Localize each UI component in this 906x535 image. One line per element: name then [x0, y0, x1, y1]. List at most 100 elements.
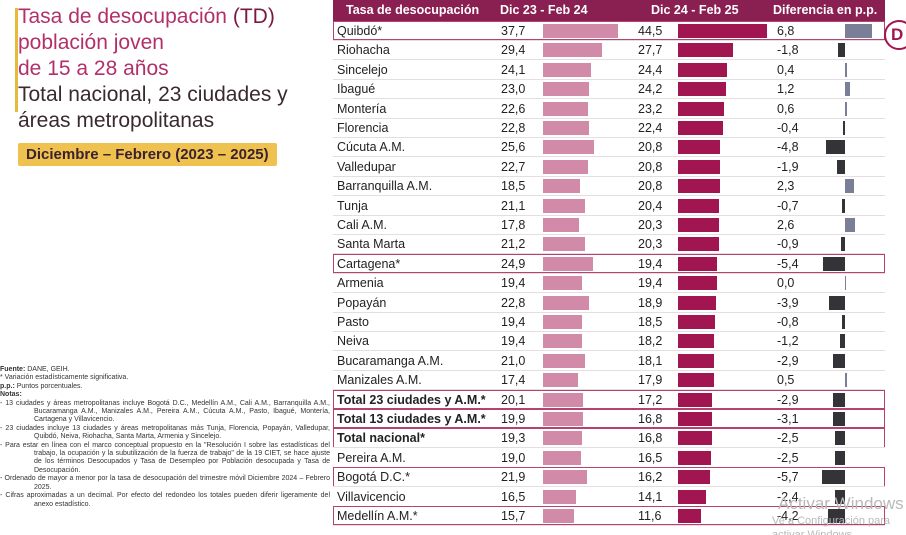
bar-period-1 [543, 489, 576, 504]
value-period-2: 23,2 [638, 101, 663, 116]
value-period-1: 22,6 [501, 101, 526, 116]
table-row: Neiva 19,4 18,2 -1,2 [333, 331, 885, 350]
bar-period-2 [678, 62, 727, 77]
table-row: Santa Marta 21,2 20,3 -0,9 [333, 234, 885, 253]
watermark-title: Activar Windows [778, 494, 904, 513]
value-period-1: 21,9 [501, 470, 526, 485]
row-name: Neiva [337, 334, 369, 349]
value-difference: 2,3 [777, 179, 795, 194]
bar-period-2 [678, 140, 720, 155]
value-difference: 0,4 [777, 62, 795, 77]
bar-period-1 [543, 295, 589, 310]
bar-period-2 [678, 43, 734, 58]
subtitle-line-2: áreas metropolitanas [18, 109, 215, 132]
value-difference: -2,5 [777, 450, 799, 465]
row-divider [333, 117, 885, 119]
row-name: Santa Marta [337, 237, 406, 252]
bar-difference [843, 121, 845, 135]
row-divider [333, 427, 885, 429]
bar-difference [845, 24, 873, 38]
bar-period-2 [678, 198, 719, 213]
value-difference: -0,8 [777, 315, 799, 329]
note-item: - 13 ciudades y áreas metropolitanas inc… [0, 399, 330, 424]
title-accent-bar [15, 8, 18, 112]
value-period-2: 18,2 [638, 334, 663, 349]
significance-note: * Variación estadísticamente significati… [0, 374, 129, 382]
value-period-2: 24,2 [638, 82, 663, 97]
table-row: Cali A.M. 17,8 20,3 2,6 [333, 215, 885, 234]
bar-period-1 [543, 237, 586, 252]
value-period-1: 18,5 [501, 179, 526, 194]
bar-difference [841, 315, 845, 329]
bar-difference [822, 470, 845, 485]
value-difference: -1,9 [777, 159, 799, 174]
bar-period-1 [543, 159, 589, 174]
row-name: Barranquilla A.M. [337, 179, 433, 194]
value-period-2: 19,4 [638, 256, 663, 271]
pp-label: p.p.: [0, 382, 15, 390]
watermark-subtitle: Ve a Configuración para activar Windows. [772, 515, 891, 535]
value-period-2: 16,2 [638, 470, 663, 485]
value-difference: -2,9 [777, 353, 799, 368]
row-name: Manizales A.M. [337, 373, 422, 388]
row-name: Cali A.M. [337, 218, 388, 232]
bar-period-2 [678, 412, 712, 426]
note-item: - Para estar en línea con el marco conce… [0, 441, 330, 474]
table-row: Pasto 19,4 18,5 -0,8 [333, 312, 885, 331]
bar-period-2 [678, 218, 719, 232]
table-row: Montería 22,6 23,2 0,6 [333, 99, 885, 118]
bar-period-1 [543, 140, 595, 155]
row-divider [333, 59, 885, 61]
value-difference: -3,1 [777, 412, 799, 426]
row-divider [333, 524, 885, 526]
bar-period-1 [543, 334, 582, 349]
bar-period-2 [678, 256, 717, 271]
row-divider [333, 311, 885, 313]
row-name: Pereira A.M. [337, 450, 406, 465]
row-divider [333, 195, 885, 197]
table-row: Cúcuta A.M. 25,6 20,8 -4,8 [333, 137, 885, 156]
value-period-2: 17,9 [638, 373, 663, 388]
value-period-2: 16,8 [638, 431, 663, 446]
row-divider [333, 447, 885, 449]
row-name: Riohacha [337, 43, 390, 58]
value-period-2: 24,4 [638, 62, 663, 77]
table-row: Manizales A.M. 17,4 17,9 0,5 [333, 370, 885, 389]
bar-period-2 [678, 179, 720, 194]
table-row: Ibagué 23,0 24,2 1,2 [333, 79, 885, 98]
bar-period-1 [543, 179, 580, 194]
bar-period-1 [543, 412, 583, 426]
row-divider [333, 175, 885, 177]
table-row: Tunja 21,1 20,4 -0,7 [333, 196, 885, 215]
period-badge: Diciembre – Febrero (2023 – 2025) [18, 143, 277, 166]
header-period-2: Dic 24 - Feb 25 [651, 3, 739, 17]
bar-period-1 [543, 24, 619, 38]
value-difference: 2,6 [777, 218, 795, 232]
bar-period-1 [543, 218, 579, 232]
source-label: Fuente: [0, 366, 26, 373]
note-item: - Cifras aproximadas a un decimal. Por e… [0, 492, 330, 508]
bar-period-2 [678, 237, 719, 252]
value-period-1: 17,8 [501, 218, 526, 232]
value-period-2: 14,1 [638, 489, 663, 504]
row-name: Bogotá D.C.* [337, 470, 410, 485]
bar-period-2 [678, 295, 716, 310]
bar-period-1 [543, 43, 602, 58]
row-name: Sincelejo [337, 62, 388, 77]
row-divider [333, 136, 885, 138]
bar-difference [845, 82, 850, 97]
value-difference: -0,4 [777, 121, 799, 135]
table-row: Quibdó* 37,7 44,5 6,8 [333, 21, 885, 41]
pp-text: Puntos porcentuales. [16, 382, 83, 390]
bar-period-2 [678, 373, 714, 388]
bar-difference [833, 392, 845, 407]
source-text: DANE, GEIH. [27, 366, 70, 373]
table-row: Total nacional* 19,3 16,8 -2,5 [333, 428, 885, 448]
value-difference: -4,2 [777, 509, 799, 523]
bar-period-2 [678, 334, 715, 349]
row-divider [333, 253, 885, 255]
bar-period-1 [543, 470, 587, 485]
value-period-1: 17,4 [501, 373, 526, 388]
value-difference: -2,9 [777, 392, 799, 407]
value-period-2: 27,7 [638, 43, 663, 58]
